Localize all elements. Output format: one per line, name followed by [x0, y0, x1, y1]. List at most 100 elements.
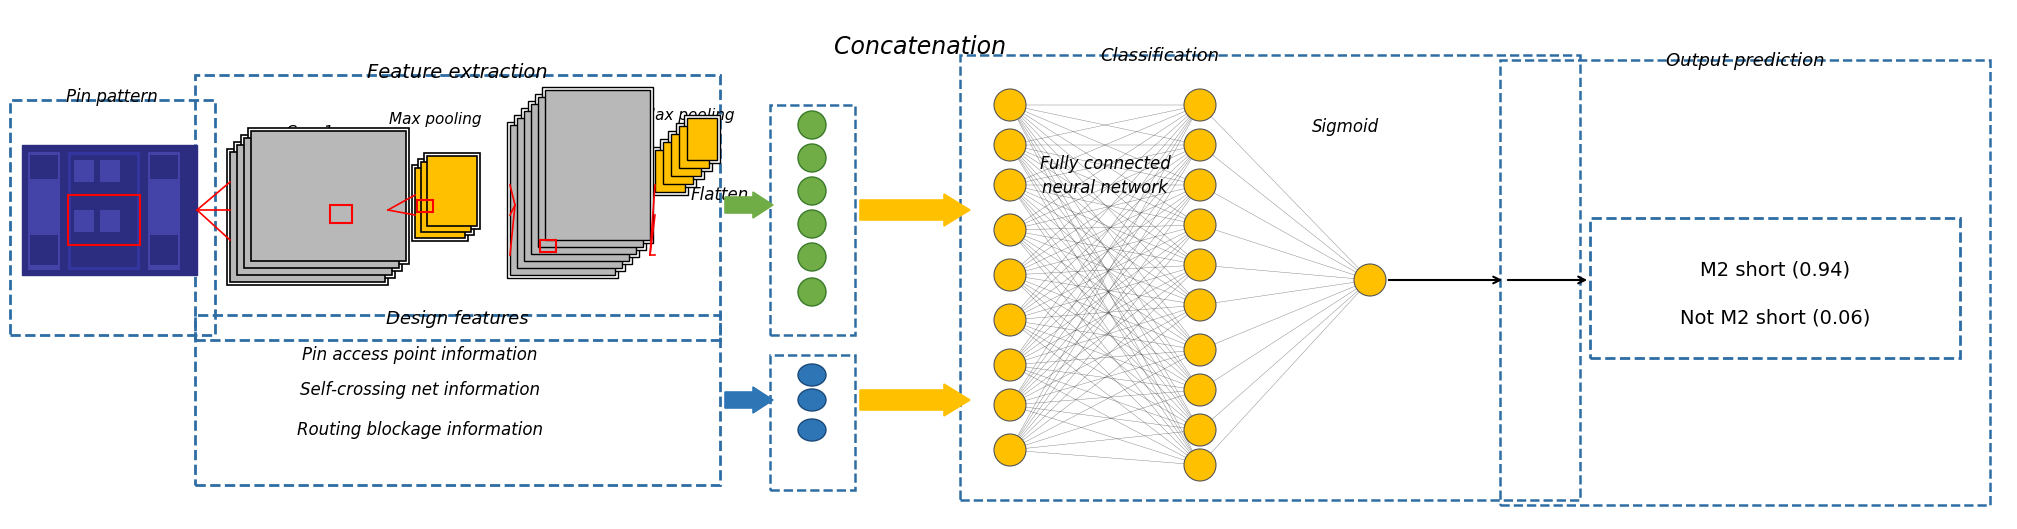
- Bar: [680, 126, 710, 168]
- Bar: [75, 160, 95, 182]
- Bar: [416, 168, 466, 238]
- Bar: [524, 111, 629, 261]
- Circle shape: [1184, 249, 1216, 281]
- Bar: [238, 145, 391, 275]
- Bar: [22, 145, 198, 275]
- Circle shape: [1353, 264, 1386, 296]
- Circle shape: [994, 169, 1027, 201]
- Text: Classification: Classification: [1101, 47, 1220, 65]
- Bar: [516, 118, 621, 268]
- Bar: [651, 147, 688, 195]
- Bar: [545, 90, 649, 240]
- Bar: [672, 134, 702, 176]
- Bar: [541, 240, 557, 252]
- Bar: [149, 235, 177, 265]
- Circle shape: [799, 278, 827, 306]
- Bar: [30, 235, 58, 265]
- Bar: [520, 108, 631, 264]
- Circle shape: [994, 434, 1027, 466]
- Bar: [428, 156, 476, 226]
- Text: Conv2: Conv2: [541, 108, 589, 123]
- Bar: [506, 122, 617, 278]
- Ellipse shape: [799, 364, 827, 386]
- Bar: [10, 100, 216, 335]
- Bar: [228, 149, 387, 285]
- Bar: [422, 162, 472, 232]
- Bar: [510, 125, 615, 275]
- Bar: [664, 142, 694, 184]
- Circle shape: [994, 349, 1027, 381]
- Bar: [230, 152, 385, 282]
- Circle shape: [799, 144, 827, 172]
- Bar: [411, 165, 468, 241]
- Ellipse shape: [799, 389, 827, 411]
- Text: Max pooling: Max pooling: [389, 112, 482, 127]
- Bar: [71, 155, 137, 267]
- Bar: [331, 205, 353, 223]
- Polygon shape: [724, 192, 773, 218]
- Polygon shape: [859, 194, 970, 226]
- Bar: [147, 152, 180, 270]
- Text: Routing blockage information: Routing blockage information: [296, 421, 543, 439]
- Circle shape: [1184, 414, 1216, 446]
- Bar: [196, 315, 720, 485]
- Bar: [676, 123, 712, 171]
- Circle shape: [1184, 289, 1216, 321]
- Bar: [656, 150, 686, 192]
- Bar: [69, 152, 139, 270]
- Bar: [69, 195, 139, 245]
- Bar: [30, 155, 58, 179]
- Circle shape: [994, 389, 1027, 421]
- Circle shape: [799, 177, 827, 205]
- Bar: [149, 155, 177, 179]
- Polygon shape: [724, 387, 773, 413]
- Bar: [234, 142, 395, 278]
- Text: Flatten: Flatten: [692, 186, 748, 204]
- Text: Pin access point information: Pin access point information: [303, 346, 539, 364]
- Circle shape: [1184, 169, 1216, 201]
- Bar: [688, 118, 716, 160]
- Bar: [668, 131, 704, 179]
- Bar: [535, 94, 645, 250]
- Bar: [684, 115, 720, 163]
- Ellipse shape: [799, 419, 827, 441]
- Bar: [250, 131, 405, 261]
- Circle shape: [994, 304, 1027, 336]
- Bar: [539, 97, 643, 247]
- Bar: [196, 75, 720, 340]
- Circle shape: [994, 214, 1027, 246]
- Bar: [770, 105, 855, 335]
- Bar: [514, 115, 625, 271]
- Bar: [528, 101, 639, 257]
- Bar: [75, 210, 95, 232]
- Text: Self-crossing net information: Self-crossing net information: [301, 381, 541, 399]
- Bar: [418, 200, 434, 212]
- Bar: [543, 87, 654, 243]
- Text: M2 short (0.94): M2 short (0.94): [1700, 260, 1850, 279]
- Text: Conv1: Conv1: [286, 125, 335, 140]
- Circle shape: [1184, 89, 1216, 121]
- Bar: [248, 128, 409, 264]
- Text: Max pooling: Max pooling: [641, 108, 734, 123]
- Circle shape: [799, 111, 827, 139]
- Bar: [101, 160, 119, 182]
- Circle shape: [994, 259, 1027, 291]
- Bar: [240, 135, 401, 271]
- Bar: [1501, 60, 1991, 505]
- Circle shape: [1184, 374, 1216, 406]
- Bar: [101, 210, 119, 232]
- Circle shape: [1184, 334, 1216, 366]
- Bar: [424, 153, 480, 229]
- Circle shape: [1184, 449, 1216, 481]
- Text: Fully connected
neural network: Fully connected neural network: [1039, 155, 1170, 197]
- Bar: [960, 55, 1579, 500]
- Bar: [530, 104, 635, 254]
- Bar: [660, 139, 696, 187]
- Text: Feature extraction: Feature extraction: [367, 63, 547, 82]
- Text: Pin pattern: Pin pattern: [67, 88, 157, 106]
- Circle shape: [1184, 209, 1216, 241]
- Text: Sigmoid: Sigmoid: [1311, 118, 1378, 136]
- Polygon shape: [859, 384, 970, 416]
- Bar: [244, 138, 399, 268]
- Circle shape: [799, 210, 827, 238]
